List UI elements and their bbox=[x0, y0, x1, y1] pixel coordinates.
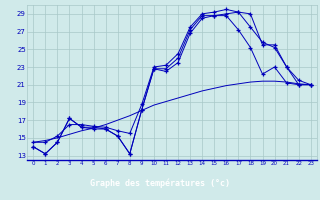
Text: Graphe des températures (°c): Graphe des températures (°c) bbox=[90, 179, 230, 188]
